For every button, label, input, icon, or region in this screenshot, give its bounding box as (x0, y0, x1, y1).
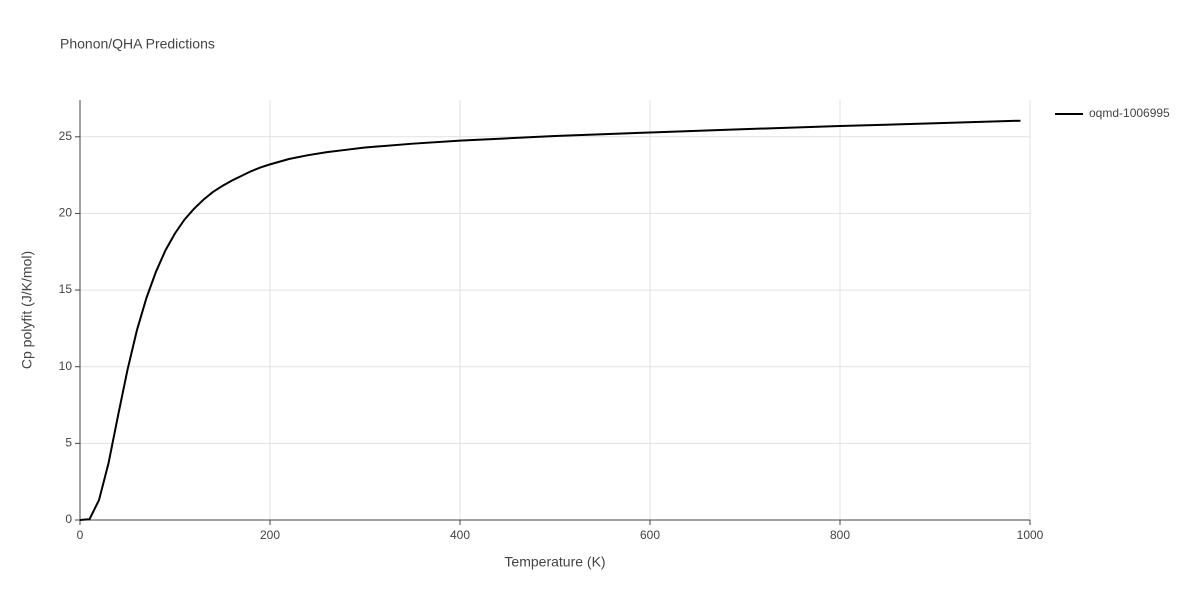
x-tick-label: 600 (640, 528, 660, 542)
x-tick-label: 400 (450, 528, 470, 542)
x-tick-label: 0 (77, 528, 84, 542)
chart-title: Phonon/QHA Predictions (60, 36, 215, 52)
legend-label: oqmd-1006995 (1089, 106, 1170, 120)
y-tick-label: 25 (59, 129, 73, 143)
y-tick-label: 20 (59, 206, 73, 220)
x-tick-label: 200 (260, 528, 280, 542)
data-line (79, 119, 1021, 521)
x-axis-label: Temperature (K) (504, 554, 605, 570)
y-tick-label: 0 (65, 512, 72, 526)
x-tick-label: 800 (830, 528, 850, 542)
y-tick-label: 15 (59, 282, 73, 296)
x-tick-label: 1000 (1017, 528, 1044, 542)
y-tick-label: 5 (65, 436, 72, 450)
y-tick-label: 10 (59, 359, 73, 373)
y-axis-label: Cp polyfit (J/K/mol) (19, 251, 35, 369)
